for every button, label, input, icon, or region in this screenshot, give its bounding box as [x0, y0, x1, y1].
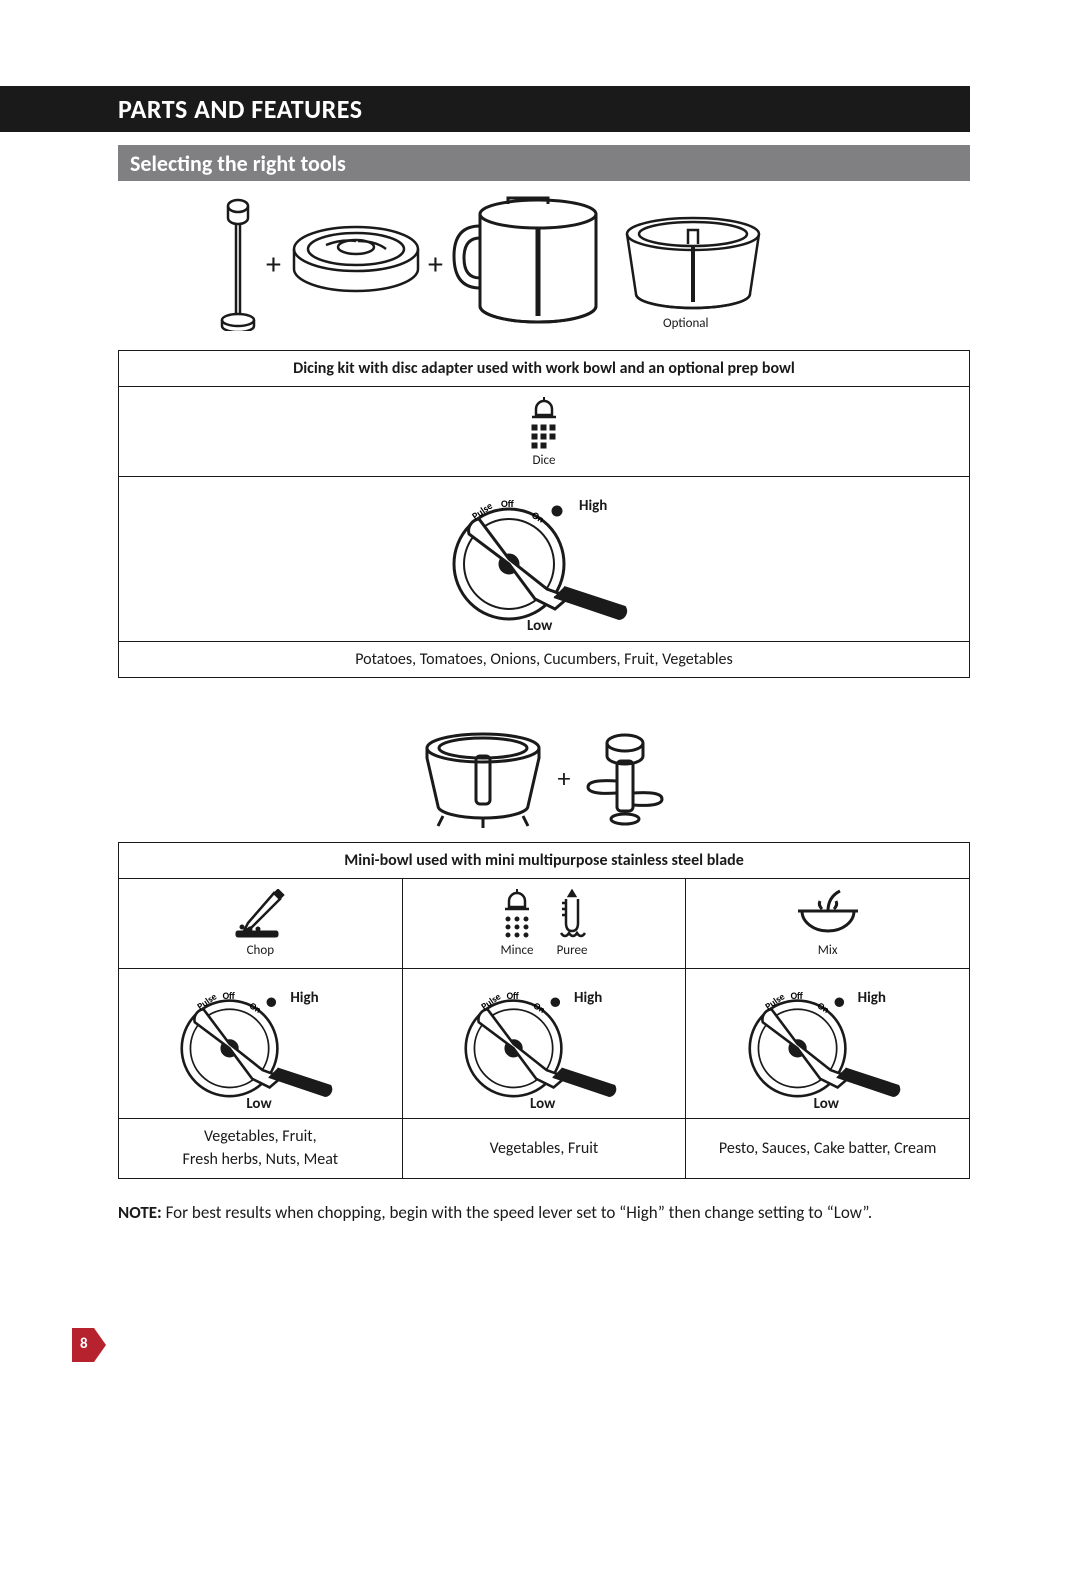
dial-icon: Pulse Off On: [728, 983, 928, 1105]
high-label: High: [858, 989, 886, 1007]
prep-bowl-icon: [618, 216, 768, 316]
table1-icon-cell: Dice: [119, 387, 970, 477]
dial-icon: Pulse Off On: [444, 983, 644, 1105]
mix-label: Mix: [690, 943, 965, 958]
section-header-bar: PARTS AND FEATURES: [0, 86, 970, 132]
table2-dial-1: Pulse Off On High Low: [119, 969, 403, 1119]
svg-text:Pulse: Pulse: [195, 990, 219, 1012]
plus-icon: +: [558, 762, 571, 794]
subsection-title: Selecting the right tools: [130, 150, 346, 177]
work-bowl-icon: [448, 196, 608, 331]
mix-icon: [796, 889, 860, 939]
mince-icon: [499, 889, 535, 939]
mini-blade-icon: [580, 731, 670, 826]
svg-text:Pulse: Pulse: [762, 990, 786, 1012]
puree-label: Puree: [557, 943, 588, 958]
plus-icon: +: [428, 246, 443, 283]
plus-icon: +: [266, 246, 281, 283]
disc-adapter-icon: [286, 221, 426, 301]
table1-dial-cell: Pulse Off On High Low: [119, 477, 970, 642]
svg-text:Pulse: Pulse: [479, 990, 503, 1012]
table2-dial-2: Pulse Off On High Low: [402, 969, 686, 1119]
puree-icon: [555, 889, 589, 939]
note-text: For best results when chopping, begin wi…: [162, 1202, 872, 1223]
mini-bowl-icon: [418, 728, 548, 828]
table2-foods-1: Vegetables, Fruit, Fresh herbs, Nuts, Me…: [119, 1119, 403, 1178]
subsection-bar: Selecting the right tools: [118, 145, 970, 181]
note-label: NOTE:: [118, 1202, 162, 1223]
svg-text:Off: Off: [223, 989, 235, 1001]
svg-text:Off: Off: [501, 497, 514, 510]
page-tab-icon: [72, 1328, 106, 1362]
tool-table-1: Dicing kit with disc adapter used with w…: [118, 350, 970, 678]
dial-icon: Pulse Off On: [160, 983, 360, 1105]
section-header-title: PARTS AND FEATURES: [118, 93, 363, 125]
page-number: 8: [80, 1335, 88, 1353]
optional-label: Optional: [663, 316, 709, 331]
low-label: Low: [814, 1095, 839, 1113]
low-label: Low: [530, 1095, 555, 1113]
high-label: High: [574, 989, 602, 1007]
high-label: High: [290, 989, 318, 1007]
chop-label: Chop: [123, 943, 398, 958]
note-paragraph: NOTE: For best results when chopping, be…: [118, 1201, 970, 1226]
content: + +: [118, 190, 970, 1225]
table2-dial-3: Pulse Off On High Low: [686, 969, 970, 1119]
svg-text:Off: Off: [790, 989, 802, 1001]
mince-label: Mince: [501, 943, 534, 958]
low-label: Low: [246, 1095, 271, 1113]
high-label: High: [579, 497, 607, 515]
chop-icon: [232, 889, 288, 939]
spindle-icon: [218, 196, 258, 331]
table1-foods: Potatoes, Tomatoes, Onions, Cucumbers, F…: [119, 642, 970, 678]
table2-foods-3: Pesto, Sauces, Cake batter, Cream: [686, 1119, 970, 1178]
page-number-tab: [72, 1328, 106, 1362]
dice-label: Dice: [123, 453, 965, 468]
table2-header: Mini-bowl used with mini multipurpose st…: [119, 843, 970, 879]
low-label: Low: [527, 617, 552, 635]
illustration-row-1: + +: [118, 196, 970, 346]
table1-header: Dicing kit with disc adapter used with w…: [119, 351, 970, 387]
table2-icon-chop: Chop: [119, 879, 403, 969]
tool-table-2: Mini-bowl used with mini multipurpose st…: [118, 842, 970, 1178]
illustration-row-2: +: [118, 728, 970, 838]
svg-text:Off: Off: [507, 989, 519, 1001]
page: PARTS AND FEATURES Selecting the right t…: [0, 0, 1080, 1591]
dial-icon: Pulse Off On: [429, 489, 659, 629]
table2-foods-2: Vegetables, Fruit: [402, 1119, 686, 1178]
table2-icon-mix: Mix: [686, 879, 970, 969]
table2-icon-mince-puree: Mince Puree: [402, 879, 686, 969]
svg-text:Pulse: Pulse: [469, 499, 495, 522]
dice-icon: [522, 395, 566, 449]
